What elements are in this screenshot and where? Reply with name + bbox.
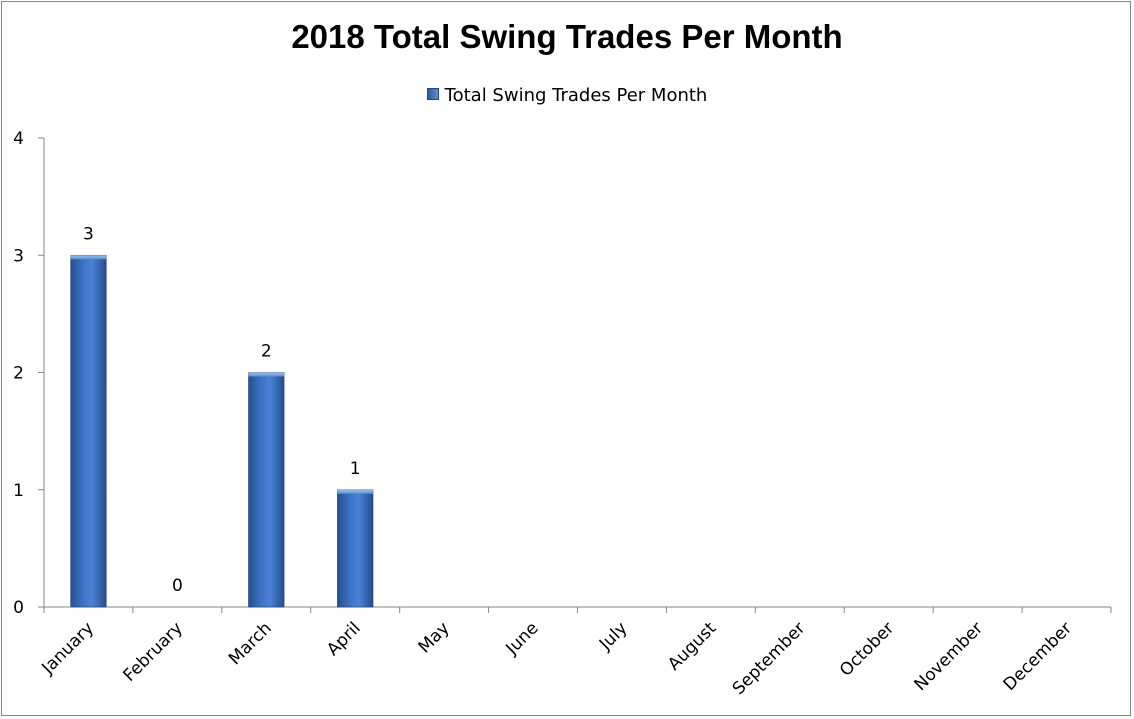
y-tick-label: 3	[13, 246, 24, 266]
y-tick-label: 2	[13, 364, 24, 384]
bar-top-highlight	[70, 255, 107, 260]
x-tick-label: November	[910, 618, 987, 695]
bar	[248, 372, 285, 608]
y-tick-label: 1	[13, 481, 24, 501]
bar	[337, 489, 374, 608]
x-tick-label: September	[729, 618, 810, 699]
x-tick-label: May	[415, 618, 454, 657]
data-label: 2	[261, 342, 272, 362]
bar-top-highlight	[248, 372, 285, 377]
x-tick-label: August	[664, 618, 720, 674]
y-tick-label: 4	[13, 129, 24, 149]
y-tick-label: 0	[13, 598, 24, 618]
x-tick-label: October	[836, 618, 898, 680]
x-tick-label: January	[38, 618, 98, 678]
x-tick-label: March	[225, 618, 276, 669]
data-label: 1	[350, 459, 361, 479]
x-tick-label: April	[323, 618, 365, 660]
x-tick-label: February	[119, 618, 186, 685]
legend: Total Swing Trades Per Month	[0, 85, 1134, 106]
chart-title: 2018 Total Swing Trades Per Month	[291, 18, 843, 55]
data-label: 3	[83, 224, 94, 244]
bar-top-highlight	[337, 489, 373, 494]
x-tick-label: December	[1000, 618, 1076, 694]
x-tick-label: June	[502, 618, 543, 659]
data-label: 0	[172, 576, 183, 596]
bar	[70, 254, 107, 608]
x-tick-label: July	[595, 618, 631, 654]
legend-label: Total Swing Trades Per Month	[444, 85, 708, 106]
legend-swatch	[426, 88, 439, 100]
